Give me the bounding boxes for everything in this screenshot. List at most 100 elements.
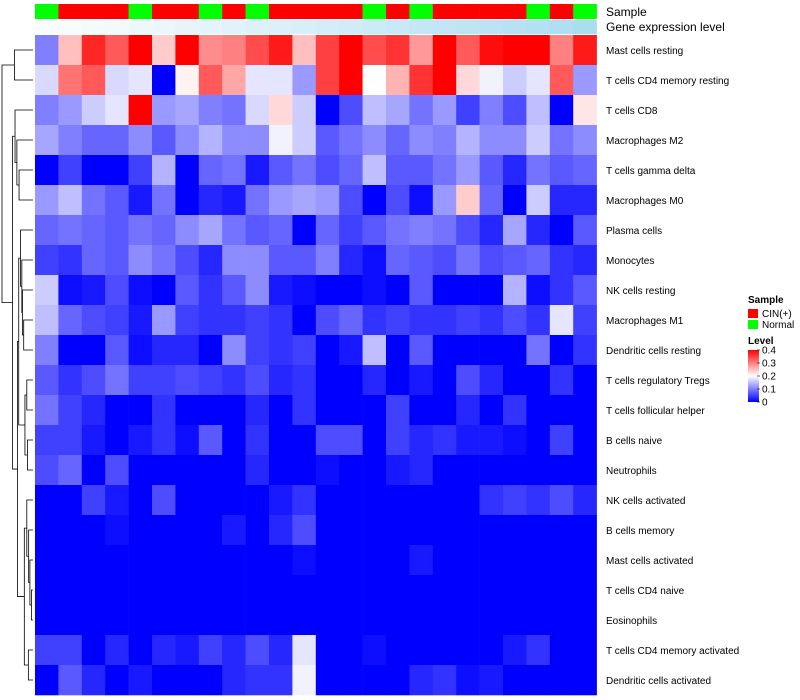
dendrogram-branch: [12, 135, 18, 470]
row-label: Plasma cells: [606, 226, 662, 237]
heatmap-cell: [503, 515, 527, 546]
gene-expression-level-cell: [245, 20, 270, 34]
heatmap-cell: [175, 395, 200, 426]
heatmap-cell: [35, 455, 59, 486]
heatmap-cell: [503, 95, 527, 126]
legend-sample-title: Sample: [748, 295, 784, 306]
heatmap-cell: [105, 635, 129, 666]
heatmap-cell: [456, 335, 480, 366]
heatmap-cell: [362, 395, 387, 426]
heatmap-cell: [198, 185, 223, 216]
heatmap-cell: [269, 65, 293, 96]
heatmap-cell: [526, 545, 551, 576]
heatmap-cell: [245, 65, 270, 96]
heatmap-cell: [526, 365, 551, 396]
heatmap-cell: [573, 515, 597, 546]
heatmap-cell: [362, 455, 387, 486]
heatmap-cell: [152, 515, 176, 546]
heatmap-cell: [526, 575, 551, 606]
heatmap-cell: [409, 95, 434, 126]
heatmap-cell: [339, 125, 363, 156]
heatmap-cell: [432, 665, 457, 696]
heatmap-cell: [432, 455, 457, 486]
heatmap-cell: [128, 335, 153, 366]
row-label: T cells CD4 naive: [606, 586, 685, 597]
heatmap-cell: [432, 395, 457, 426]
heatmap-cell: [245, 395, 270, 426]
heatmap-cell: [81, 605, 106, 636]
heatmap-cell: [362, 335, 387, 366]
row-label: T cells follicular helper: [606, 406, 705, 417]
heatmap-cell: [152, 665, 176, 696]
heatmap-cell: [198, 335, 223, 366]
heatmap-cell: [175, 185, 200, 216]
heatmap-cell: [105, 95, 129, 126]
heatmap-cell: [386, 245, 410, 276]
heatmap-cell: [386, 455, 410, 486]
heatmap-cell: [339, 635, 363, 666]
heatmap-cell: [479, 65, 504, 96]
sample-annotation-track: [35, 4, 597, 19]
heatmap-cell: [222, 515, 246, 546]
heatmap-cell: [503, 35, 527, 66]
heatmap-cell: [222, 215, 246, 246]
heatmap-cell: [386, 215, 410, 246]
heatmap-cell: [432, 125, 457, 156]
heatmap-cell: [479, 665, 504, 696]
heatmap-cell: [105, 185, 129, 216]
heatmap-cell: [175, 155, 200, 186]
heatmap-cell: [81, 485, 106, 516]
heatmap-cell: [292, 545, 317, 576]
heatmap-cell: [362, 155, 387, 186]
heatmap-cell: [432, 485, 457, 516]
heatmap-cell: [432, 305, 457, 336]
heatmap-cell: [245, 245, 270, 276]
sample-track-label: Sample: [606, 5, 647, 19]
heatmap-cell: [573, 215, 597, 246]
heatmap-cell: [128, 185, 153, 216]
heatmap-cell: [198, 155, 223, 186]
heatmap-cell: [58, 215, 83, 246]
heatmap-cell: [479, 605, 504, 636]
heatmap-cell: [105, 335, 129, 366]
dendrogram-branch: [27, 649, 33, 681]
heatmap-cell: [198, 35, 223, 66]
heatmap-cell: [269, 305, 293, 336]
heatmap-cell: [198, 425, 223, 456]
heatmap-cell: [175, 665, 200, 696]
heatmap-cell: [479, 365, 504, 396]
heatmap-cell: [549, 155, 574, 186]
heatmap-cell: [35, 245, 59, 276]
heatmap-cell: [198, 575, 223, 606]
heatmap-cell: [362, 575, 387, 606]
heatmap-cell: [245, 365, 270, 396]
heatmap-cell: [456, 185, 480, 216]
heatmap-cell: [409, 485, 434, 516]
heatmap-cell: [269, 365, 293, 396]
heatmap-cell: [105, 395, 129, 426]
heatmap-cell: [175, 35, 200, 66]
heatmap-cell: [35, 185, 59, 216]
heatmap-cell: [456, 395, 480, 426]
heatmap-cell: [198, 275, 223, 306]
heatmap-cell: [503, 575, 527, 606]
heatmap-cell: [35, 545, 59, 576]
heatmap-cell: [105, 215, 129, 246]
heatmap-cell: [339, 395, 363, 426]
heatmap-cell: [269, 155, 293, 186]
heatmap-cell: [339, 575, 363, 606]
row-label: Mast cells resting: [606, 46, 683, 57]
gene-expression-level-cell: [105, 20, 129, 34]
row-labels: Mast cells resting T cells CD4 memory res…: [606, 46, 739, 687]
gene-expression-level-cell: [175, 20, 200, 34]
heatmap-cell: [105, 455, 129, 486]
heatmap-cell: [503, 455, 527, 486]
heatmap-cell: [35, 425, 59, 456]
heatmap-cell: [105, 125, 129, 156]
heatmap-cell: [526, 485, 551, 516]
heatmap-cell: [81, 95, 106, 126]
heatmap-cell: [269, 395, 293, 426]
heatmap-cell: [315, 515, 340, 546]
heatmap-cell: [175, 635, 200, 666]
heatmap-cell: [58, 545, 83, 576]
